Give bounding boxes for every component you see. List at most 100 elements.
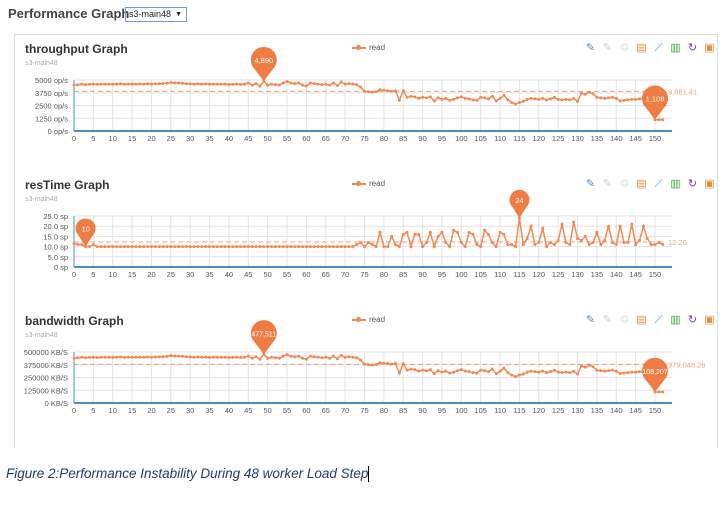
erase-mark-icon[interactable]: ✎ [602,42,613,54]
data-point [312,355,316,359]
save-image-icon[interactable]: ▣ [704,42,715,54]
data-point [610,241,614,245]
data-point [576,372,580,376]
data-point [463,245,467,249]
data-point [258,84,262,88]
data-point [115,82,119,86]
data-point [405,368,409,372]
bar-chart-icon[interactable]: ▥ [670,42,681,54]
data-point [347,245,351,249]
save-image-icon[interactable]: ▣ [704,178,715,190]
data-point [103,82,107,86]
data-point [630,370,634,374]
data-point [424,96,428,100]
data-point [467,370,471,374]
data-point [80,82,84,86]
data-point [568,371,572,375]
legend-item-read[interactable]: read [352,43,385,52]
mark-line-icon[interactable]: ✎ [585,178,596,190]
x-tick-label: 10 [109,134,117,143]
data-point [285,353,289,357]
data-point [618,224,622,228]
data-point [374,363,378,367]
data-point [552,243,556,247]
data-point [254,245,258,249]
data-view-icon[interactable]: ▤ [636,42,647,54]
x-tick-label: 80 [380,406,388,415]
data-point [293,245,297,249]
data-point [595,368,599,372]
y-tick-label: 1250 op/s [35,114,68,123]
data-point [455,230,459,234]
data-point [366,363,370,367]
data-point [630,222,634,226]
host-select[interactable]: s3-main48 ▼ [125,7,187,22]
x-tick-label: 30 [186,134,194,143]
x-tick-label: 55 [283,270,291,279]
data-point [91,82,95,86]
bar-chart-icon[interactable]: ▥ [670,314,681,326]
clear-icon[interactable]: ♲ [619,42,630,54]
data-view-icon[interactable]: ▤ [636,314,647,326]
legend-item-read[interactable]: read [352,179,385,188]
data-point [459,241,463,245]
x-tick-label: 70 [341,134,349,143]
x-tick-label: 100 [455,406,468,415]
data-point [506,243,510,247]
legend-item-read[interactable]: read [352,315,385,324]
line-chart-icon[interactable]: ⟋ [654,314,663,326]
data-point [165,81,169,85]
line-chart-icon[interactable]: ⟋ [654,42,663,54]
data-point [622,241,626,245]
x-tick-label: 75 [360,270,368,279]
data-point [142,245,146,249]
data-point [293,355,297,359]
series-line-read [73,353,663,393]
data-point [475,243,479,247]
data-point [169,245,173,249]
data-point [432,372,436,376]
mark-line-icon[interactable]: ✎ [585,314,596,326]
data-point [436,369,440,373]
x-tick-label: 150 [649,406,662,415]
save-image-icon[interactable]: ▣ [704,314,715,326]
y-tick-label: 5.0 sp [48,253,68,262]
erase-mark-icon[interactable]: ✎ [602,314,613,326]
data-point [638,370,642,374]
data-point [587,90,591,94]
restore-icon[interactable]: ↻ [687,42,698,54]
mark-line-icon[interactable]: ✎ [585,42,596,54]
data-point [401,362,405,366]
clear-icon[interactable]: ♲ [619,178,630,190]
data-point [386,362,390,366]
data-point [188,82,192,86]
data-point [219,245,223,249]
data-point [149,355,153,359]
line-chart-icon[interactable]: ⟋ [654,178,663,190]
x-tick-label: 130 [571,406,584,415]
data-point [285,245,289,249]
data-point [440,370,444,374]
x-tick-label: 30 [186,270,194,279]
data-point [471,371,475,375]
data-point [436,234,440,238]
pin-marker [75,218,96,247]
x-tick-label: 90 [418,134,426,143]
restore-icon[interactable]: ↻ [687,178,698,190]
x-tick-label: 85 [399,406,407,415]
data-view-icon[interactable]: ▤ [636,178,647,190]
erase-mark-icon[interactable]: ✎ [602,178,613,190]
x-tick-label: 120 [533,406,546,415]
data-point [223,82,227,86]
bar-chart-icon[interactable]: ▥ [670,178,681,190]
clear-icon[interactable]: ♲ [619,314,630,326]
data-point [254,82,258,86]
x-tick-label: 10 [109,270,117,279]
restore-icon[interactable]: ↻ [687,314,698,326]
data-point [514,245,518,249]
data-point [227,245,231,249]
data-point [312,82,316,86]
data-point [308,354,312,358]
data-point [541,226,545,230]
data-point [177,354,181,358]
